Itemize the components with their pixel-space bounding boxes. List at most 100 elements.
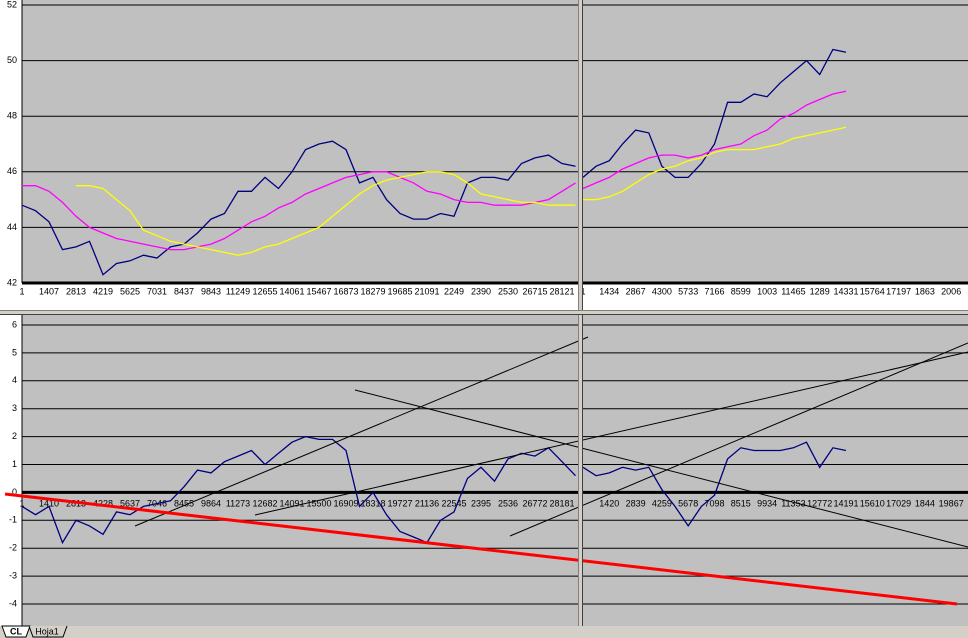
x-tick-label: 8437 (174, 286, 194, 296)
series-line (22, 171, 576, 251)
x-tick-label: 28121 (549, 286, 574, 296)
x-tick-label: 2390 (471, 286, 491, 296)
x-tick-label: 17029 (886, 498, 911, 508)
x-tick-label: 7098 (704, 498, 724, 508)
x-tick-label: 21091 (414, 286, 439, 296)
x-tick-label: 2536 (498, 498, 518, 508)
x-tick-label: 2813 (66, 286, 86, 296)
x-tick-label: 2867 (626, 286, 646, 296)
y-tick-label: 3 (12, 403, 17, 413)
y-tick-label: 48 (7, 111, 17, 121)
x-tick-label: 4219 (93, 286, 113, 296)
x-tick-label: 9934 (757, 498, 777, 508)
sheet-tab[interactable] (28, 625, 68, 638)
sheet-tab[interactable] (1, 625, 31, 638)
x-tick-label: 4259 (652, 498, 672, 508)
x-tick-label: 14191 (833, 498, 858, 508)
y-tick-label: 2 (12, 431, 17, 441)
x-tick-label: 9864 (201, 498, 221, 508)
x-tick-label: 9843 (201, 286, 221, 296)
x-tick-label: 7031 (147, 286, 167, 296)
y-tick-label: 42 (7, 277, 17, 287)
x-tick-label: 8599 (731, 286, 751, 296)
x-tick-label: 21136 (415, 498, 439, 508)
y-tick-label: 4 (12, 375, 17, 385)
x-tick-label: 5678 (678, 498, 698, 508)
trendline (134, 336, 589, 527)
x-tick-label: 2006 (941, 286, 961, 296)
x-tick-label: 11273 (226, 498, 250, 508)
x-tick-label: 12682 (252, 498, 277, 508)
x-tick-label: 16909 (333, 498, 358, 508)
horizontal-splitter[interactable] (0, 310, 968, 315)
x-tick-label: 26715 (522, 286, 547, 296)
x-tick-label: 7166 (704, 286, 724, 296)
y-tick-label: -3 (9, 570, 17, 580)
x-tick-label: 1 (19, 498, 24, 508)
x-tick-label: 1407 (39, 286, 59, 296)
x-tick-label: 18279 (360, 286, 385, 296)
x-tick-label: 11353 (781, 498, 805, 508)
sheet-tab-bar (0, 626, 968, 638)
y-tick-label: 46 (7, 166, 17, 176)
y-tick-label: 1 (12, 459, 17, 469)
x-tick-label: 5733 (678, 286, 698, 296)
plot-area (583, 0, 968, 283)
y-tick-label: 0 (12, 487, 17, 497)
x-tick-label: 26772 (522, 498, 547, 508)
y-tick-label: -2 (9, 543, 17, 553)
x-tick-label: 19727 (387, 498, 412, 508)
x-tick-label: 5625 (120, 286, 140, 296)
trendline (354, 389, 968, 548)
y-tick-label: -1 (9, 515, 17, 525)
x-tick-label: 18318 (360, 498, 385, 508)
x-tick-label: 22545 (441, 498, 466, 508)
x-tick-label: 28181 (549, 498, 574, 508)
x-tick-label: 16873 (333, 286, 358, 296)
y-tick-label: 5 (12, 347, 17, 357)
y-tick-label: -4 (9, 598, 17, 608)
x-tick-label: 8515 (731, 498, 751, 508)
series-line (21, 140, 576, 276)
trendline (509, 342, 968, 537)
x-tick-label: 1289 (810, 286, 830, 296)
x-tick-label: 4300 (652, 286, 672, 296)
sheet-tab-label[interactable]: CL (10, 626, 22, 636)
plot-area (22, 315, 578, 626)
series-line (582, 90, 847, 190)
trendline (254, 351, 968, 516)
trendline-red (4, 492, 958, 606)
x-tick-label: 14061 (279, 286, 304, 296)
series-line (21, 435, 576, 545)
x-tick-label: 1 (19, 286, 24, 296)
x-tick-label: 2839 (626, 498, 646, 508)
x-tick-label: 19867 (939, 498, 964, 508)
x-tick-label: 2530 (498, 286, 518, 296)
x-tick-label: 1434 (599, 286, 619, 296)
x-tick-label: 2395 (471, 498, 491, 508)
x-tick-label: 1863 (915, 286, 935, 296)
sheet-tab-label[interactable]: Hoja1 (35, 626, 59, 636)
x-tick-label: 4228 (93, 498, 113, 508)
series-line (76, 171, 576, 256)
y-tick-label: 44 (7, 222, 17, 232)
x-tick-label: 11249 (226, 286, 250, 296)
x-tick-label: 1420 (599, 498, 619, 508)
plot-area (22, 0, 578, 283)
x-tick-label: 14331 (833, 286, 858, 296)
x-tick-label: 1410 (39, 498, 59, 508)
x-tick-label: 14091 (279, 498, 304, 508)
x-tick-label: 15500 (306, 498, 331, 508)
x-tick-label: 12655 (252, 286, 277, 296)
x-tick-label: 12772 (807, 498, 832, 508)
x-tick-label: 11465 (781, 286, 805, 296)
x-tick-label: 1844 (915, 498, 935, 508)
x-tick-label: 8455 (174, 498, 194, 508)
x-tick-label: 15764 (860, 286, 885, 296)
x-tick-label: 19685 (387, 286, 412, 296)
plot-area (583, 315, 968, 626)
series-line (582, 48, 847, 179)
